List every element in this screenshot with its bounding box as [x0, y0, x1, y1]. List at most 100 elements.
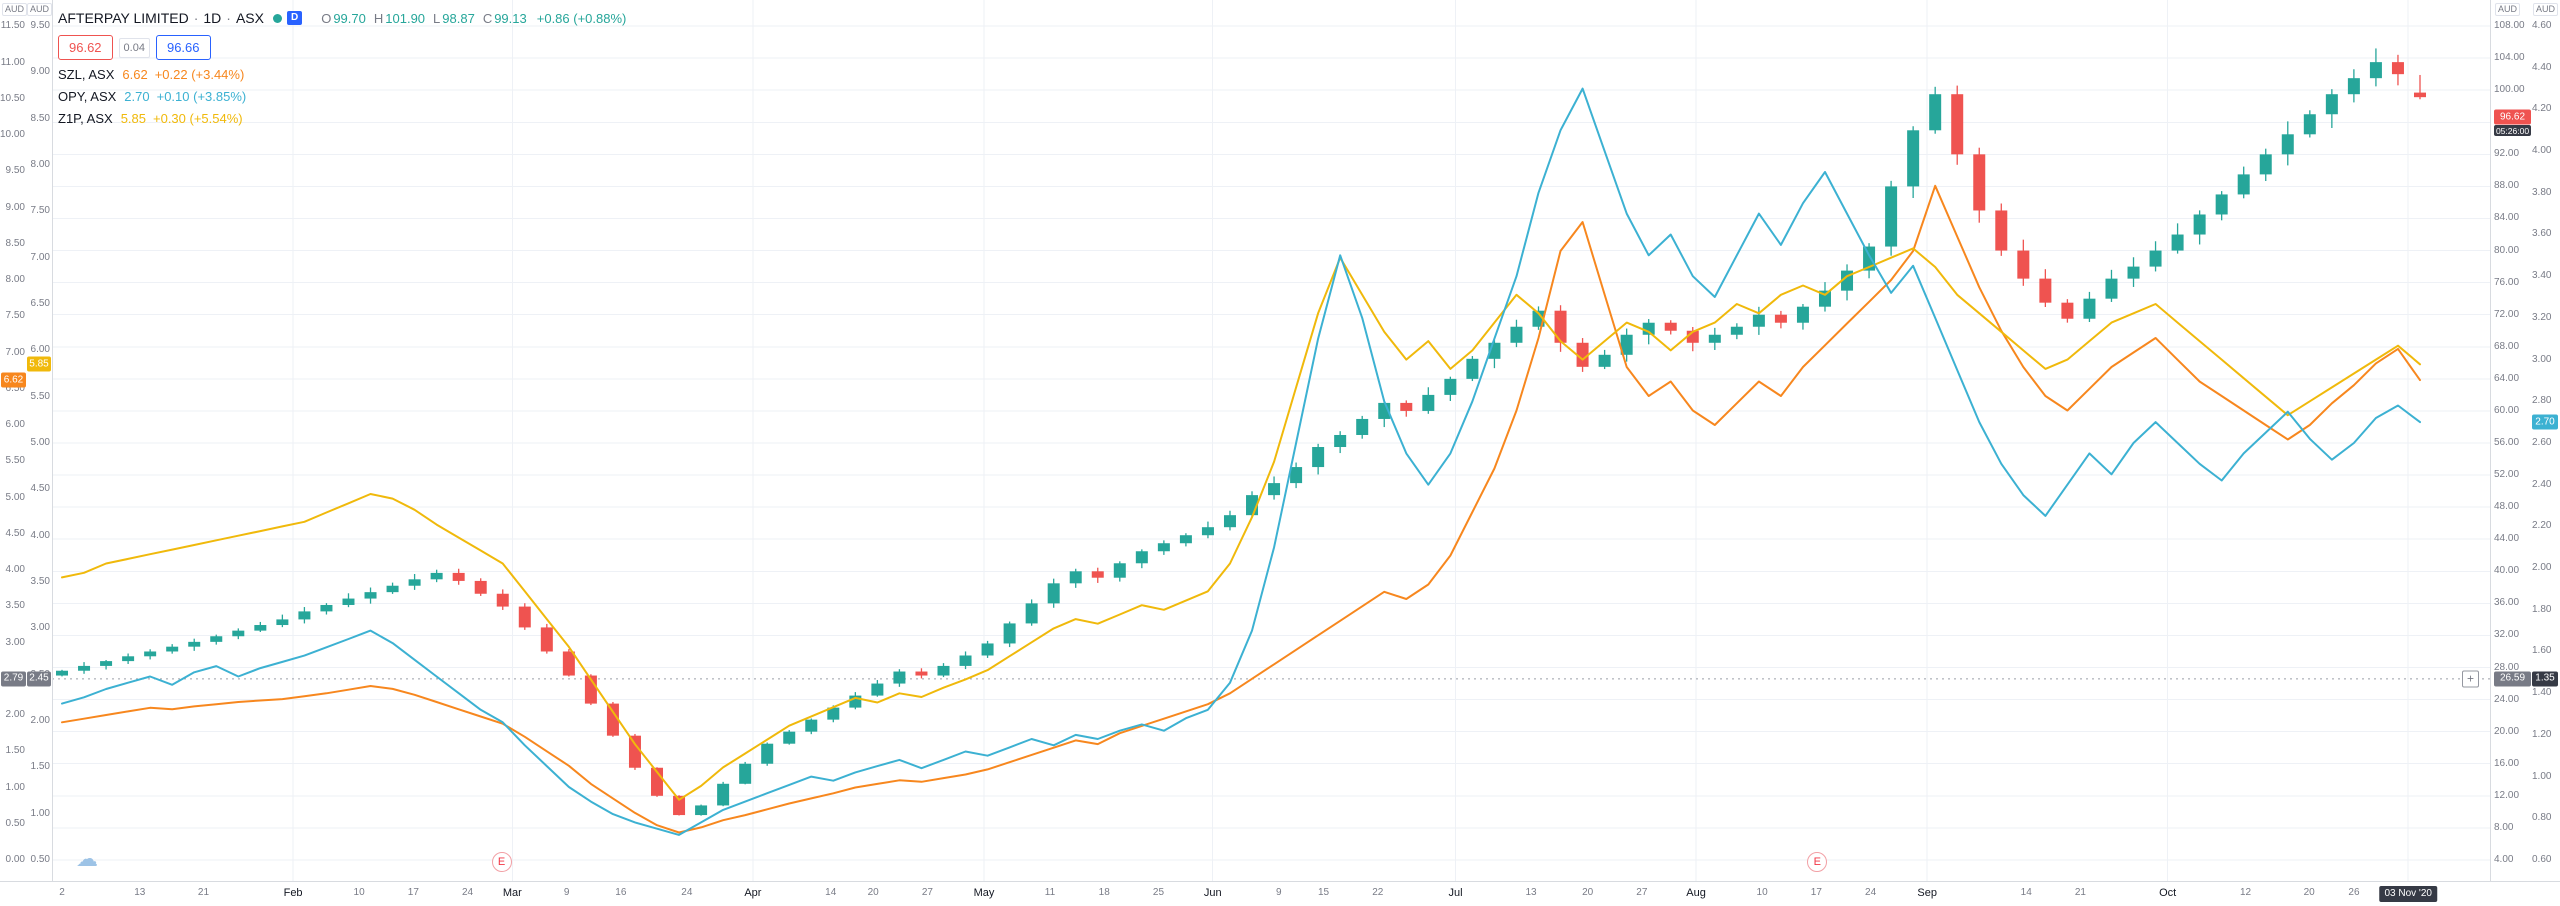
price-tick-label: 3.40 — [2532, 270, 2552, 282]
time-tick-label: 27 — [1636, 887, 1648, 898]
price-tick-label: 8.00 — [2494, 821, 2514, 833]
price-tick-label: 4.00 — [2532, 145, 2552, 157]
price-tick-label: 2.40 — [2532, 478, 2552, 490]
time-tick-label: 20 — [1582, 887, 1594, 898]
price-tick-label: 0.80 — [2532, 812, 2552, 824]
compare-values: 2.70 +0.10 (+3.85%) — [124, 89, 246, 104]
price-tick-label: 6.00 — [5, 419, 25, 431]
price-tick-label: 56.00 — [2494, 437, 2520, 448]
currency-label[interactable]: AUD — [2495, 3, 2521, 16]
apt-price-scale[interactable]: 108.00104.00100.0096.0092.0088.0084.0080… — [2494, 0, 2530, 881]
compare-symbol: Z1P, ASX — [58, 111, 113, 126]
price-tick-label: 28.00 — [2494, 661, 2520, 673]
time-tick-label: 27 — [921, 887, 933, 898]
price-tick-label: 1.40 — [2532, 687, 2552, 699]
price-tick-label: 4.40 — [2532, 61, 2552, 73]
compare-value: 5.85 — [120, 111, 146, 126]
badge-text: 2.79 — [3, 672, 24, 684]
compare-symbol: SZL, ASX — [58, 67, 115, 82]
szl-last-price-badge: 6.62 — [1, 372, 26, 388]
price-tick-label: 5.50 — [5, 455, 25, 467]
price-tick-label: 84.00 — [2494, 212, 2520, 224]
open-label: O — [321, 10, 332, 26]
price-tick-label: 60.00 — [2494, 404, 2520, 416]
price-tick-label: 6.00 — [30, 344, 50, 356]
compare-line-opy[interactable] — [61, 87, 2421, 836]
baseline-price-badge: 1.35 — [2532, 671, 2558, 687]
price-tick-label: 100.00 — [2494, 84, 2525, 96]
compare-values: 5.85 +0.30 (+5.54%) — [121, 111, 243, 126]
price-tick-label: 8.00 — [30, 159, 50, 171]
price-tick-label: 2.60 — [2532, 436, 2552, 448]
baseline-price-badge: 26.59 — [2494, 671, 2531, 687]
compare-change: +0.30 (+5.54%) — [153, 111, 243, 126]
currency-label[interactable]: AUD — [2, 3, 28, 16]
right-price-axis[interactable]: AUD AUD 108.00104.00100.0096.0092.0088.0… — [2490, 0, 2560, 881]
time-tick-label: 17 — [1810, 887, 1822, 898]
time-tick-label: 24 — [462, 887, 474, 898]
plus-icon: + — [2466, 671, 2474, 686]
currency-label[interactable]: AUD — [2533, 3, 2559, 16]
time-tick-label: 21 — [2074, 887, 2086, 898]
cloud-icon[interactable]: ☁ — [76, 848, 98, 870]
delayed-data-badge[interactable]: D — [286, 11, 303, 25]
compare-value: 2.70 — [124, 89, 150, 104]
price-tick-label: 3.60 — [2532, 228, 2552, 240]
price-tick-label: 9.50 — [5, 165, 25, 177]
opy-price-scale[interactable]: 4.60 4.40 4.20 4.00 3.80 3.60 3.40 3.20 3.00 2.80… — [2532, 0, 2559, 881]
price-tick-label: 24.00 — [2494, 693, 2520, 705]
low-value: 98.87 — [442, 10, 475, 26]
price-tick-label: 10.50 — [0, 92, 25, 104]
earnings-marker-icon[interactable]: E — [491, 852, 512, 872]
time-tick-label: 25 — [1152, 887, 1165, 898]
price-tick-label: 5.00 — [5, 491, 25, 503]
grid-lines — [52, 0, 2490, 881]
separator: · — [226, 10, 231, 26]
add-order-plus-button[interactable]: + — [2462, 670, 2479, 688]
szl-price-scale[interactable]: 11.50 11.00 10.50 10.00 9.50 9.00 8.50 8.00 7.50… — [0, 0, 25, 881]
sell-button[interactable]: 96.62 — [58, 35, 113, 60]
left-price-axis[interactable]: AUD AUD 11.50 11.00 10.50 10.00 9.50 9.00 8.50… — [0, 0, 53, 881]
price-tick-label: 1.50 — [30, 761, 50, 773]
apt-last-price-badge: 96.62 — [2494, 109, 2531, 125]
time-tick-label: 14 — [2020, 887, 2032, 898]
price-tick-label: 11.50 — [0, 20, 25, 32]
time-tick-label: Sep — [1917, 887, 1937, 899]
price-tick-label: 12.00 — [2494, 789, 2520, 801]
time-tick-label: 24 — [681, 887, 693, 898]
compare-row-z1p[interactable]: Z1P, ASX 5.85 +0.30 (+5.54%) — [58, 111, 626, 126]
high-value: 101.90 — [385, 10, 426, 26]
compare-row-opy[interactable]: OPY, ASX 2.70 +0.10 (+3.85%) — [58, 89, 626, 104]
price-tick-label: 4.50 — [5, 527, 25, 539]
time-tick-label: 10 — [1756, 887, 1768, 898]
time-tick-label: Oct — [2159, 887, 2177, 899]
price-tick-label: 48.00 — [2494, 501, 2520, 513]
compare-line-z1p[interactable] — [61, 247, 2421, 801]
badge-text: 2.70 — [2535, 416, 2555, 428]
trade-widget: 96.62 0.04 96.66 — [58, 35, 626, 60]
compare-line-szl[interactable] — [61, 184, 2421, 834]
earnings-letter: E — [497, 855, 506, 868]
time-tick-label: Apr — [744, 887, 762, 899]
price-tick-label: 2.00 — [5, 709, 25, 721]
z1p-price-scale[interactable]: 9.50 9.00 8.50 8.00 7.50 7.00 6.50 6.00 5.50 5.00… — [26, 0, 50, 881]
price-tick-label: 6.50 — [5, 382, 25, 394]
compare-values: 6.62 +0.22 (+3.44%) — [122, 67, 244, 82]
symbol-name: AFTERPAY LIMITED — [58, 10, 189, 26]
currency-label[interactable]: AUD — [27, 3, 53, 16]
buy-button[interactable]: 96.66 — [155, 35, 211, 60]
badge-text: 1.35 — [2535, 672, 2555, 684]
time-tick-label: Jun — [1203, 887, 1222, 899]
badge-text: 03 Nov '20 — [2384, 888, 2432, 899]
symbol-legend-row[interactable]: AFTERPAY LIMITED · 1D · ASX D O 99.70 H 10… — [58, 10, 626, 26]
compare-symbol: OPY, ASX — [58, 89, 117, 104]
time-tick-label: 10 — [353, 887, 365, 898]
compare-row-szl[interactable]: SZL, ASX 6.62 +0.22 (+3.44%) — [58, 67, 626, 82]
earnings-marker-icon[interactable]: E — [1807, 852, 1828, 872]
time-axis[interactable]: 03 Nov '20 2 13 21 Feb 10 17 24 Mar 9 16 24 Apr 14 20… — [0, 881, 2560, 906]
ohlc-readout: O 99.70 H 101.90 L 98.87 C 99.13 +0.86 (+0.8… — [315, 11, 626, 26]
time-tick-label: 22 — [1372, 887, 1384, 898]
price-tick-label: 80.00 — [2494, 244, 2520, 256]
price-tick-label: 1.60 — [2532, 645, 2552, 657]
